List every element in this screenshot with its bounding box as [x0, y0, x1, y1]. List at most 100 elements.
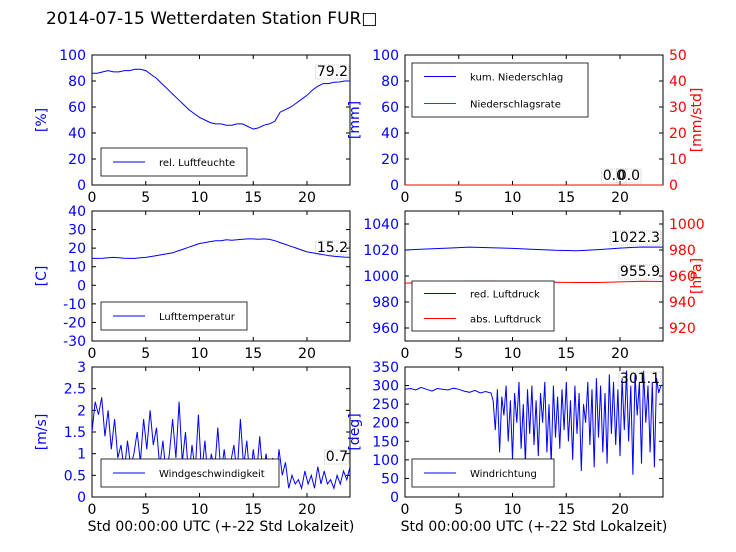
x-tick-label: 5	[141, 502, 150, 518]
y-axis-label: [mm]	[347, 101, 363, 139]
legend-label: Windrichtung	[470, 469, 537, 480]
y-tick-label: 0.5	[64, 468, 86, 484]
series-line-0	[92, 68, 350, 130]
x-tick-label: 0	[401, 346, 410, 362]
x-tick-label: 10	[504, 502, 522, 518]
x-tick-label: 5	[454, 346, 463, 362]
figure-title: 2014-07-15 Wetterdaten Station FUR□	[46, 9, 378, 29]
y2-axis-label: [hPa]	[689, 258, 705, 294]
y-tick-label: 350	[372, 360, 399, 376]
y-tick-label: -10	[63, 297, 86, 313]
legend-label: Lufttemperatur	[159, 312, 236, 323]
y2-tick-label: 920	[669, 321, 696, 337]
y2-tick-label: 20	[669, 126, 687, 142]
x-tick-label: 0	[88, 502, 97, 518]
y2-tick-label: 0	[669, 178, 678, 194]
y-tick-label: 20	[68, 241, 86, 257]
x-tick-label: 15	[557, 346, 575, 362]
legend-label: red. Luftdruck	[470, 290, 540, 301]
y-tick-label: 960	[372, 321, 399, 337]
y-tick-label: 200	[372, 416, 399, 432]
y-tick-label: 100	[372, 48, 399, 64]
y-tick-label: 40	[68, 204, 86, 220]
value-annotation: 79.2	[317, 64, 348, 80]
chart-precip: 0 5 10 15 20 0 20 40 60 80 100 0 10 20 30 40 50 [mm] [mm/s…	[347, 48, 705, 206]
chart-pressure: 0 5 10 15 20 960 980 1000 1020 1040 920 940 960 980 10…	[363, 210, 705, 362]
y-tick-label: 100	[372, 453, 399, 469]
y2-tick-label: 50	[669, 48, 687, 64]
y-tick-label: 40	[381, 126, 399, 142]
y-tick-label: 2.5	[64, 382, 86, 398]
y-tick-label: 0	[390, 178, 399, 194]
y-tick-label: 0	[77, 490, 86, 506]
y-tick-label: 40	[68, 126, 86, 142]
plot-frame	[404, 366, 664, 498]
value-annotation: 1022.3	[611, 230, 660, 246]
legend-label: abs. Luftdruck	[470, 315, 541, 326]
chart-temperature: 0 5 10 15 20 -30 -20 -10 0 10 20 30 40 [C] Lufttempera…	[34, 204, 351, 362]
annotation-box	[315, 240, 350, 256]
x-tick-label: 10	[504, 190, 522, 206]
series-line-0	[404, 370, 664, 475]
chart-humidity: 0 5 10 15 20 0 20 40 60 80 100 [%] rel. Luftfeuchte 7…	[34, 48, 351, 206]
series-line-0	[92, 238, 351, 259]
y-tick-label: 20	[381, 152, 399, 168]
value-annotation: 0.7	[326, 449, 348, 465]
y-tick-label: 60	[381, 100, 399, 116]
y-tick-label: 1	[77, 447, 86, 463]
x-axis-label: Std 00:00:00 UTC (+-22 Std Lokalzeit)	[88, 519, 355, 535]
x-tick-label: 10	[191, 502, 209, 518]
chart-windspeed: 0 5 10 15 20 0 0.5 1 1.5 2 2.5 3 [m/s] Std 00:00:00 U…	[34, 360, 354, 535]
value-annotation: 955.9	[620, 264, 660, 280]
x-tick-label: 5	[141, 190, 150, 206]
value-annotation: 301.1	[620, 371, 660, 387]
x-tick-label: 20	[298, 502, 316, 518]
y-tick-label: 0	[77, 278, 86, 294]
x-tick-label: 20	[298, 190, 316, 206]
y-tick-label: 300	[372, 379, 399, 395]
x-tick-label: 0	[401, 190, 410, 206]
value-annotation: 15.2	[317, 240, 348, 256]
legend-box	[411, 280, 555, 332]
x-tick-label: 10	[191, 346, 209, 362]
y-axis-label: [deg]	[347, 413, 363, 450]
annotation-box	[601, 168, 627, 184]
legend-box	[100, 458, 280, 488]
x-tick-label: 10	[504, 346, 522, 362]
x-tick-label: 0	[88, 190, 97, 206]
y-tick-label: 1.5	[64, 425, 86, 441]
legend-label: rel. Luftfeuchte	[159, 158, 235, 169]
annotation-box	[609, 230, 662, 246]
y-tick-label: -30	[63, 334, 86, 350]
legend-box	[411, 62, 589, 118]
y-axis-label: [%]	[34, 108, 50, 132]
y-tick-label: 10	[68, 260, 86, 276]
y2-tick-label: 980	[669, 243, 696, 259]
y-tick-label: 0	[390, 490, 399, 506]
y-tick-label: 980	[372, 295, 399, 311]
x-tick-label: 0	[401, 502, 410, 518]
y-tick-label: 0	[77, 178, 86, 194]
y-tick-label: 1020	[363, 243, 399, 259]
x-tick-label: 20	[611, 190, 629, 206]
x-tick-label: 20	[611, 502, 629, 518]
value-annotation: 0.0	[603, 168, 625, 184]
y2-tick-label: 940	[669, 295, 696, 311]
annotation-box	[315, 64, 350, 80]
series-line-0	[404, 246, 664, 252]
y-axis-label: [C]	[34, 266, 50, 287]
y2-tick-label: 1000	[669, 217, 705, 233]
x-tick-label: 20	[611, 346, 629, 362]
y-tick-label: 1040	[363, 217, 399, 233]
x-tick-label: 5	[454, 502, 463, 518]
y-tick-label: 1000	[363, 269, 399, 285]
y-tick-label: 30	[68, 223, 86, 239]
y-axis-label: [m/s]	[34, 414, 50, 451]
x-tick-label: 15	[557, 502, 575, 518]
y-tick-label: 3	[77, 360, 86, 376]
x-tick-label: 15	[557, 190, 575, 206]
value-annotation: 0.0	[618, 168, 640, 184]
annotation-box	[324, 449, 350, 465]
